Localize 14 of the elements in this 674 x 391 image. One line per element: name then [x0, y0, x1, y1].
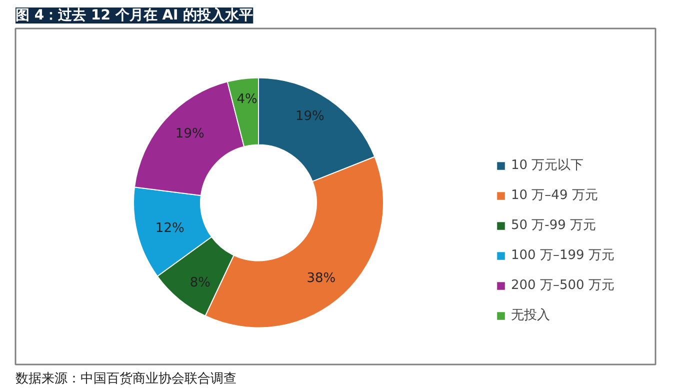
- data-label: 19%: [175, 126, 204, 142]
- data-label: 4%: [236, 92, 258, 107]
- source-note: 数据来源：中国百货商业协会联合调查: [16, 372, 236, 386]
- legend-label: 无投入: [511, 307, 550, 324]
- data-label: 12%: [155, 221, 184, 236]
- chart-title: 图 4：过去 12 个月在 AI 的投入水平: [16, 8, 254, 24]
- legend-label: 10 万–49 万元: [511, 187, 598, 204]
- data-label: 38%: [306, 271, 336, 286]
- data-label: 19%: [295, 109, 324, 124]
- legend-label: 100 万–199 万元: [511, 247, 614, 264]
- legend-label: 200 万–500 万元: [511, 277, 614, 294]
- legend-label: 50 万-99 万元: [511, 217, 596, 234]
- data-label: 8%: [190, 276, 210, 291]
- legend-label: 10 万元以下: [511, 157, 584, 174]
